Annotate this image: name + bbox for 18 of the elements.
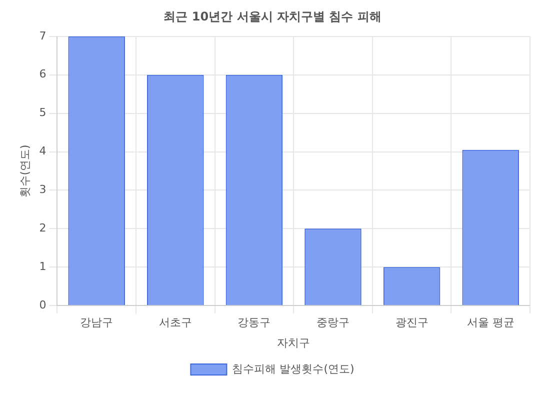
x-tick-label: 중랑구 — [316, 316, 350, 330]
y-tick-label: 3 — [39, 183, 46, 196]
y-tick-label: 5 — [39, 106, 46, 120]
y-tick-label: 4 — [39, 144, 46, 158]
x-tick-label: 강남구 — [80, 316, 114, 330]
y-tick-label: 0 — [39, 298, 46, 312]
chart-title: 최근 10년간 서울시 자치구별 침수 피해 — [164, 9, 382, 24]
y-tick-label: 2 — [39, 222, 46, 235]
y-tick-label: 1 — [39, 260, 46, 273]
x-axis-title: 자치구 — [277, 336, 310, 350]
legend-label: 침수피해 발생횟수(연도) — [232, 362, 354, 376]
x-tick-label: 광진구 — [395, 316, 428, 330]
x-tick-label: 서울 평균 — [466, 316, 514, 330]
y-tick-label: 6 — [39, 68, 46, 81]
x-tick-label: 서초구 — [158, 316, 192, 330]
x-tick-label: 강동구 — [238, 316, 271, 330]
y-axis-title: 횟수(연도) — [18, 144, 32, 198]
y-tick-label: 7 — [39, 29, 46, 42]
